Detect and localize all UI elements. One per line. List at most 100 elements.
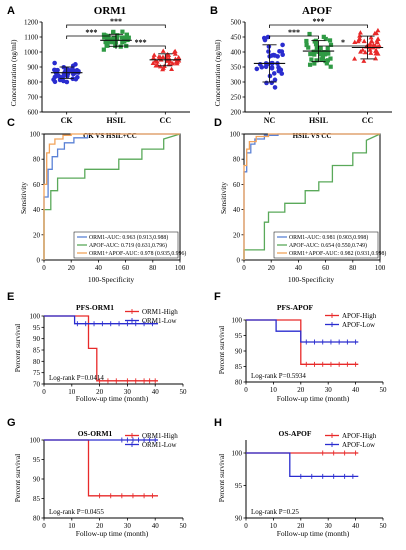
x-axis-label-h: Follow-up time (month)	[277, 529, 350, 538]
data-point-a-ck	[62, 72, 68, 77]
data-point-a-cc	[160, 54, 166, 59]
data-point-b-cc	[369, 38, 375, 43]
data-point-b-nc	[276, 68, 282, 74]
x-tick-label-e-0: 0	[42, 388, 46, 396]
y-tick-label-g-2: 90	[33, 476, 41, 484]
survival-curve-g-0	[44, 439, 158, 497]
data-point-a-hsil	[124, 33, 129, 39]
data-point-b-hsil	[323, 59, 328, 64]
legend-label-d-2: ORM1+APOF-AUC: 0.982 (0.931,0.998)	[289, 250, 386, 257]
data-point-b-hsil	[327, 38, 333, 43]
data-point-b-hsil	[312, 39, 317, 44]
x-tick-label-e-4: 40	[152, 388, 160, 396]
significance-label-b-2: *	[341, 38, 345, 47]
x-tick-label-d-5: 100	[375, 264, 386, 272]
y-axis-label-d: Sensitivity	[219, 182, 228, 214]
legend-label-c-2: ORM1+APOF-AUC: 0.978 (0.935,0.996)	[89, 250, 186, 257]
y-tick-label-e-4: 90	[33, 335, 41, 343]
data-point-b-cc	[352, 56, 358, 61]
y-tick-label-g-0: 80	[33, 515, 41, 523]
data-point-a-cc	[164, 58, 170, 63]
y-tick-label-e-5: 95	[33, 324, 41, 332]
data-point-a-cc	[151, 52, 157, 57]
data-point-a-cc	[176, 58, 182, 63]
y-tick-label-f-4: 100	[232, 317, 243, 325]
x-tick-label-c-5: 100	[175, 264, 186, 272]
data-point-a-cc	[156, 54, 162, 59]
legend-label-d-1: APOF-AUC: 0.654 (0.550,0.749)	[289, 242, 367, 249]
y-axis-label-c: Sensitivity	[19, 182, 28, 214]
data-point-b-hsil	[314, 58, 319, 63]
significance-label-b-1: ***	[288, 28, 300, 37]
data-point-b-hsil	[311, 51, 317, 56]
data-point-b-cc	[361, 38, 367, 44]
significance-label-a-2: ***	[135, 38, 147, 47]
data-point-b-cc	[374, 30, 380, 36]
y-tick-label-a-5: 1100	[24, 34, 38, 42]
data-point-a-ck	[75, 74, 80, 80]
data-point-b-cc	[372, 43, 378, 48]
data-point-b-nc	[254, 66, 260, 72]
data-point-a-cc	[169, 66, 175, 71]
y-tick-label-a-2: 800	[28, 79, 39, 87]
x-tick-label-b-0: NC	[264, 116, 276, 125]
data-point-a-hsil	[111, 29, 116, 34]
panel-title-b: APOF	[302, 5, 332, 17]
data-point-b-nc	[272, 77, 278, 83]
data-point-a-cc	[152, 58, 158, 63]
survival-curve-f-1	[246, 319, 359, 343]
y-tick-label-b-1: 250	[231, 94, 242, 102]
y-tick-label-h-1: 95	[235, 482, 243, 490]
legend-box-c	[73, 231, 179, 259]
x-tick-label-f-0: 0	[244, 386, 248, 394]
data-point-a-cc	[170, 60, 176, 66]
x-tick-label-g-2: 20	[96, 522, 104, 530]
data-point-b-cc	[368, 50, 374, 55]
survival-curve-e-1	[44, 315, 158, 325]
x-tick-label-e-2: 20	[96, 388, 104, 396]
panel-title-a: ORM1	[94, 5, 126, 17]
data-point-b-nc	[277, 48, 282, 54]
data-point-b-nc	[269, 65, 275, 70]
data-point-a-hsil	[106, 37, 111, 42]
significance-bracket-b-2	[318, 45, 368, 49]
data-point-b-nc	[266, 44, 272, 49]
legend-label-f-1: APOF-Low	[342, 321, 376, 329]
roc-curve-c-1	[43, 133, 181, 260]
data-point-a-cc	[176, 55, 182, 60]
y-tick-label-e-2: 80	[33, 358, 41, 366]
data-point-b-hsil	[304, 42, 309, 48]
x-tick-label-a-0: CK	[61, 116, 74, 125]
y-axis-label-e: Percent survival	[13, 324, 22, 373]
y-tick-label-c-2: 40	[33, 206, 41, 214]
y-tick-label-g-3: 95	[33, 456, 41, 464]
data-point-a-ck	[52, 60, 57, 66]
panel-letter-f: F	[214, 291, 221, 303]
data-point-b-hsil	[307, 62, 313, 67]
y-tick-label-h-0: 90	[235, 515, 243, 523]
roc-curve-d-1	[243, 133, 381, 260]
panel-title-d: HSIL VS CC	[293, 132, 332, 140]
x-tick-label-g-4: 40	[152, 522, 160, 530]
data-point-b-hsil	[308, 52, 313, 57]
panel-letter-a: A	[7, 5, 15, 17]
x-tick-label-c-1: 20	[68, 264, 76, 272]
data-point-a-cc	[166, 61, 172, 66]
y-tick-label-d-4: 80	[233, 156, 241, 164]
data-point-b-hsil	[307, 31, 312, 37]
data-point-b-hsil	[312, 61, 317, 66]
data-point-b-hsil	[306, 45, 311, 50]
panel-a: A ORM1 Concentration (ng/ml) 600 700 800 90…	[7, 5, 190, 125]
data-point-b-nc	[272, 85, 278, 90]
data-point-a-hsil	[111, 36, 117, 41]
data-point-a-hsil	[120, 40, 125, 45]
data-point-a-hsil	[120, 29, 125, 34]
y-tick-label-d-3: 60	[233, 181, 241, 189]
significance-bracket-a-1	[66, 35, 117, 39]
survival-curve-e-0	[44, 315, 158, 382]
data-point-b-nc	[265, 61, 270, 67]
x-tick-label-g-0: 0	[42, 522, 46, 530]
data-point-a-hsil	[103, 39, 108, 45]
